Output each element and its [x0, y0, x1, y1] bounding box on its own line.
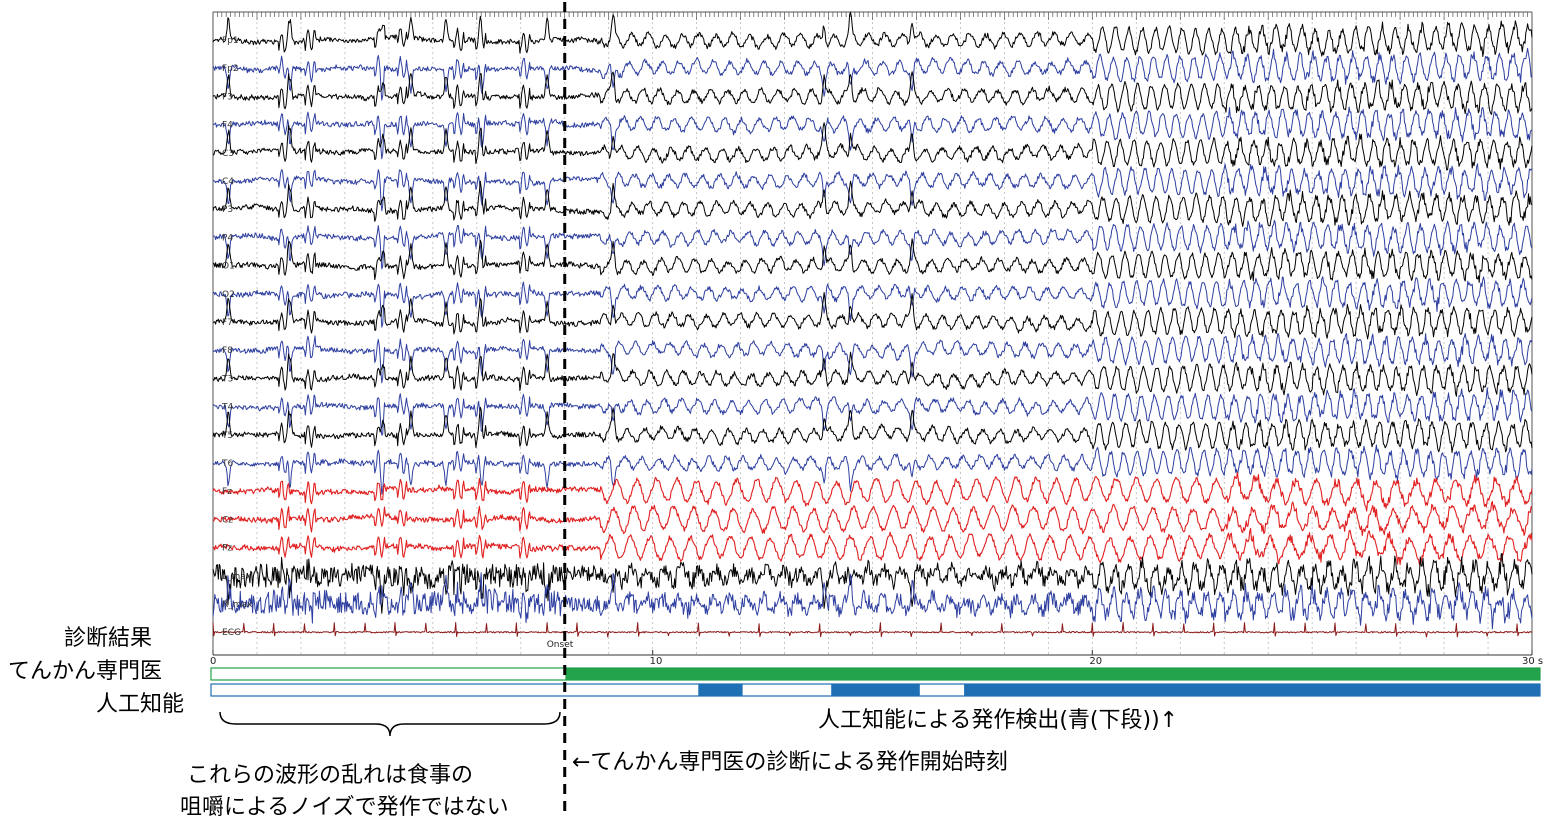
eeg-trace-p4 — [212, 219, 1533, 270]
eeg-trace-o1 — [212, 238, 1533, 283]
channel-label: Fp1 — [222, 36, 239, 46]
channel-label: F8 — [222, 346, 233, 356]
result-heading: 診断結果 — [64, 626, 153, 651]
channel-label: Fz — [222, 487, 232, 497]
eeg-trace-t6 — [212, 444, 1533, 495]
channel-label: T4 — [221, 403, 233, 413]
eeg-trace-f8 — [212, 332, 1533, 384]
channel-label: O1 — [222, 262, 235, 272]
curly-brace — [219, 711, 561, 737]
channel-label: C3 — [222, 149, 234, 159]
eeg-trace-r-max — [212, 572, 1533, 630]
eeg-trace-o2 — [212, 276, 1533, 328]
channel-label: ECG — [222, 628, 241, 638]
annotation-bars — [210, 667, 1541, 697]
eeg-trace-ecg — [212, 622, 1533, 638]
channel-label: T5 — [221, 431, 233, 441]
channel-label: F7 — [222, 318, 233, 328]
channel-label: C4 — [222, 177, 234, 187]
onset-note: ←てんかん専門医の診断による発作開始時刻 — [572, 750, 1008, 775]
artifact-note-line2: 咀嚼によるノイズで発作ではない — [180, 795, 509, 820]
channel-label: T6 — [221, 459, 233, 469]
channel-label: F4 — [222, 121, 233, 131]
eeg-trace-f7 — [212, 292, 1533, 340]
channel-label: L_max — [222, 572, 252, 582]
channel-label: R_max — [222, 600, 253, 610]
artifact-note-line1: これらの波形の乱れは食事の — [187, 763, 474, 788]
top-tick-marks — [212, 12, 1533, 20]
channel-label: T3 — [221, 374, 233, 384]
eeg-trace-c4 — [212, 163, 1533, 212]
channel-label: F3 — [222, 92, 233, 102]
eeg-trace-cz — [212, 500, 1533, 536]
eeg-trace-f3 — [212, 71, 1533, 115]
eeg-trace-c3 — [212, 122, 1533, 171]
ai-seizure-segment — [698, 684, 743, 696]
expert-row-label: てんかん専門医 — [8, 659, 163, 684]
channel-label: O2 — [222, 290, 235, 300]
channel-label: Pz — [222, 544, 232, 554]
channel-label: P3 — [222, 205, 233, 215]
eeg-trace-f4 — [212, 106, 1533, 160]
ai-detection-note: 人工知能による発作検出(青(下段))↑ — [818, 708, 1179, 733]
ai-seizure-segment — [964, 684, 1540, 696]
eeg-trace-t4 — [212, 387, 1533, 436]
eeg-trace-t5 — [212, 406, 1533, 454]
channel-label: P4 — [222, 233, 233, 243]
artifact-bracket — [219, 711, 561, 737]
ai-seizure-segment — [831, 684, 920, 696]
eeg-trace-pz — [212, 527, 1533, 566]
onset-label: Onset — [547, 640, 574, 650]
eeg-trace-t3 — [212, 351, 1533, 397]
eeg-grid — [212, 11, 1533, 655]
x-tick-label: 10 — [650, 656, 663, 667]
expert-seizure-segment — [565, 668, 1540, 680]
eeg-trace-fz — [212, 472, 1533, 512]
x-tick-label: 0 — [210, 656, 216, 667]
x-tick-label: 30 s — [1522, 656, 1543, 667]
eeg-trace-fp2 — [212, 47, 1533, 101]
eeg-trace-fp1 — [212, 11, 1533, 57]
eeg-trace-p3 — [212, 180, 1533, 227]
x-tick-label: 20 — [1089, 656, 1102, 667]
channel-labels: Fp1 Fp2 F3 F4 C3 C4 P3 P4 O1 O2 F7 F8 T3 T4 T5 T6 Fz Cz Pz… — [221, 36, 253, 638]
eeg-traces — [212, 11, 1533, 638]
channel-label: Fp2 — [222, 64, 239, 74]
channel-label: Cz — [222, 515, 233, 525]
ai-row-label: 人工知能 — [96, 692, 185, 717]
time-axis: 0 10 20 30 s Onset — [210, 640, 1543, 667]
